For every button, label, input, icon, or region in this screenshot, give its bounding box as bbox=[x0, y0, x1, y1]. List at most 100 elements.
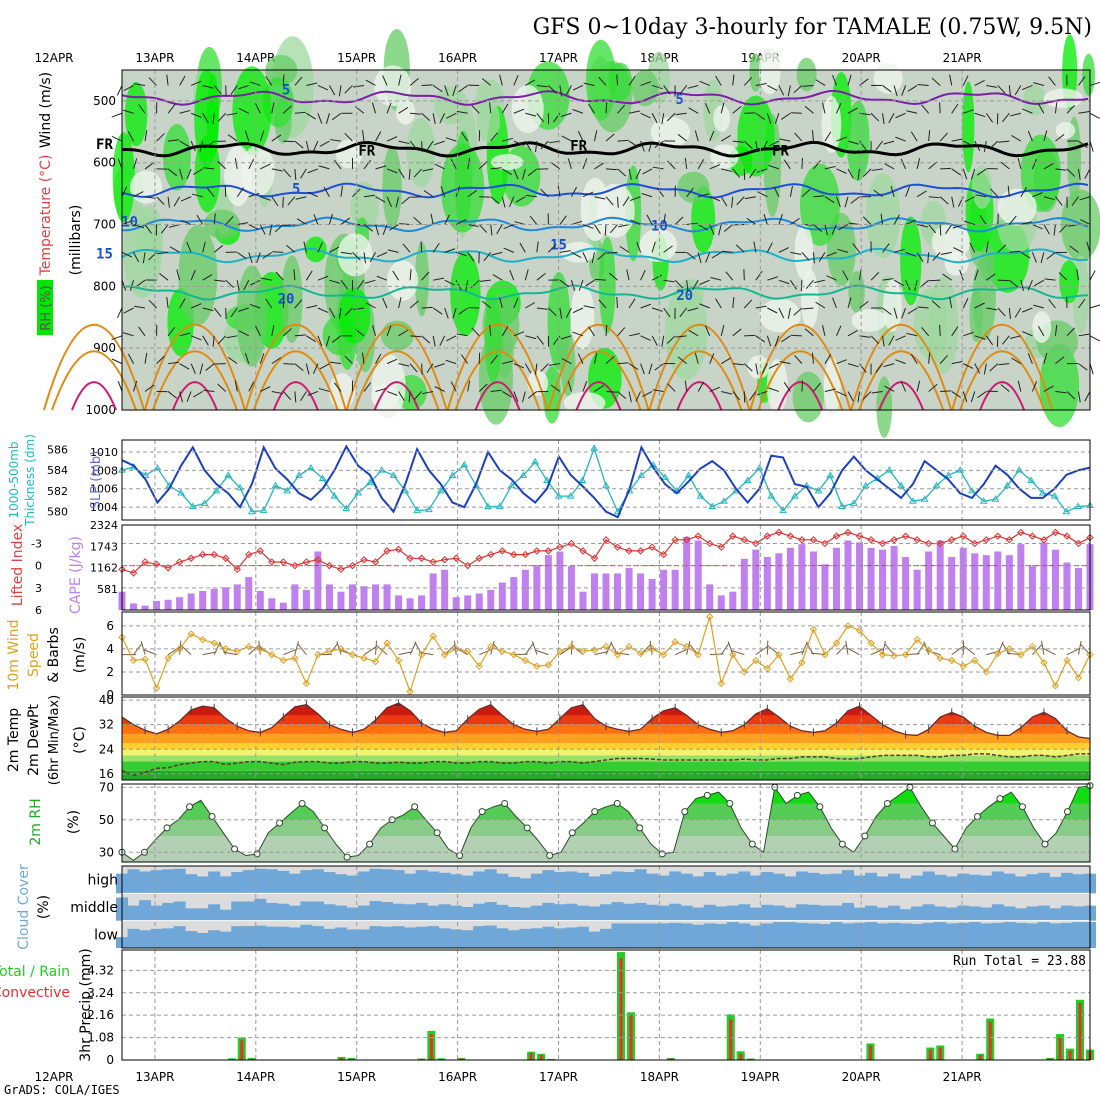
wind-barb bbox=[679, 307, 688, 317]
cape-bar bbox=[360, 586, 368, 610]
cloud-middle-bar bbox=[254, 898, 267, 921]
cloud-low-bar bbox=[162, 928, 175, 948]
wind-barb bbox=[1020, 251, 1031, 259]
wind-speed-marker bbox=[417, 650, 426, 659]
wind-barb bbox=[709, 196, 721, 202]
wind-barb bbox=[540, 140, 549, 150]
cape-bar bbox=[614, 573, 622, 610]
wind-barb bbox=[481, 78, 492, 86]
wind-barb bbox=[262, 251, 273, 259]
cloud-low-bar bbox=[323, 928, 336, 948]
cloud-high-bar bbox=[519, 878, 532, 894]
cape-bar bbox=[936, 540, 944, 610]
cloud-low-bar bbox=[507, 930, 520, 948]
temp-tick: 32 bbox=[99, 718, 114, 732]
wind-barb bbox=[906, 332, 918, 337]
wind-barb bbox=[704, 325, 711, 337]
cloud-high-bar bbox=[761, 872, 774, 894]
cape-bar bbox=[1074, 567, 1082, 610]
cape-bar bbox=[913, 569, 921, 610]
cloud-low-bar bbox=[473, 926, 486, 948]
cape-bar bbox=[418, 595, 426, 610]
cloud-middle-bar bbox=[185, 908, 198, 921]
wind-barb bbox=[353, 307, 365, 311]
cloud-high-bar bbox=[576, 872, 589, 894]
cloud-high-bar bbox=[599, 874, 613, 894]
wind-barb bbox=[398, 329, 409, 337]
wind-barb bbox=[591, 252, 595, 264]
rh-marker bbox=[748, 840, 756, 848]
wind-barb bbox=[444, 85, 449, 97]
wind-barb bbox=[1011, 357, 1022, 365]
wind-barb bbox=[375, 196, 386, 203]
wind-barb bbox=[502, 137, 514, 142]
wind-barb-10m bbox=[1032, 644, 1043, 655]
cloud-high-bar bbox=[646, 873, 659, 894]
wind-barb bbox=[605, 356, 615, 365]
cloud-middle-bar bbox=[922, 904, 935, 921]
thickness-marker bbox=[271, 481, 280, 489]
diurnal-contour bbox=[143, 323, 246, 411]
wind-barb bbox=[426, 363, 434, 374]
cloud-high-bar bbox=[196, 876, 209, 894]
wind-barb bbox=[969, 242, 976, 253]
diurnal-contour bbox=[757, 350, 844, 411]
rh-blob bbox=[749, 53, 762, 92]
diurnal-contour bbox=[454, 350, 541, 411]
cape-bar bbox=[372, 584, 380, 610]
wind-barb bbox=[630, 219, 641, 225]
wind-barb-10m bbox=[248, 644, 260, 656]
wind-barb bbox=[931, 300, 941, 309]
cloud-layer-label: low bbox=[94, 927, 118, 943]
wind-barb bbox=[1046, 251, 1056, 260]
wind-barb bbox=[686, 280, 689, 292]
wind-barb bbox=[300, 168, 307, 179]
cloud-middle-bar bbox=[899, 909, 912, 921]
wind-barb bbox=[1043, 224, 1050, 235]
cloud-low-bar bbox=[519, 928, 532, 948]
rh-marker bbox=[726, 800, 734, 807]
thickness-marker bbox=[968, 486, 976, 494]
wind-barb bbox=[202, 113, 209, 123]
cloud-middle-bar bbox=[461, 907, 474, 921]
wind-barb bbox=[847, 140, 859, 145]
cloud-low-bar bbox=[657, 923, 670, 948]
wind-barb bbox=[234, 157, 238, 169]
wind-barb bbox=[1031, 158, 1038, 170]
rh-dry-patch bbox=[1043, 88, 1083, 108]
cloud-low-bar bbox=[530, 928, 543, 948]
wind-barb bbox=[605, 102, 608, 114]
rh-dry-patch bbox=[570, 283, 595, 350]
wind-barb bbox=[963, 331, 974, 337]
cloud-middle-bar bbox=[450, 905, 463, 921]
isotherm-line bbox=[121, 182, 1089, 199]
cape-bar bbox=[1063, 562, 1071, 610]
precip-tick: 2.16 bbox=[87, 1008, 114, 1022]
wind-barb bbox=[962, 391, 968, 403]
wind-barb bbox=[998, 140, 1010, 143]
wind-barb bbox=[756, 168, 768, 173]
rh-blob bbox=[846, 100, 870, 182]
wind-barb bbox=[259, 353, 265, 364]
wind-barb bbox=[226, 335, 238, 339]
cloud-high-bar bbox=[242, 870, 255, 894]
wind-barb bbox=[1037, 326, 1045, 337]
wind-barb bbox=[328, 213, 333, 225]
cloud-low-bar bbox=[357, 929, 371, 948]
rh-marker bbox=[816, 803, 824, 811]
cloud-middle-bar bbox=[853, 907, 866, 921]
cape-bar bbox=[1040, 542, 1048, 610]
contour-label: 15 bbox=[96, 247, 113, 263]
wind-barb bbox=[333, 382, 342, 392]
wind-barb bbox=[179, 332, 191, 337]
li-tick: 3 bbox=[35, 582, 42, 595]
cloud-high-bar bbox=[208, 871, 221, 894]
wind-barb bbox=[540, 188, 549, 198]
diurnal-contour bbox=[353, 350, 440, 411]
wind-barb bbox=[1010, 335, 1021, 339]
cloud-high-bar bbox=[922, 871, 935, 894]
wind-barb bbox=[721, 390, 733, 395]
wind-barb bbox=[478, 161, 488, 170]
wind-barb-10m bbox=[283, 648, 297, 656]
li-marker bbox=[648, 543, 656, 551]
